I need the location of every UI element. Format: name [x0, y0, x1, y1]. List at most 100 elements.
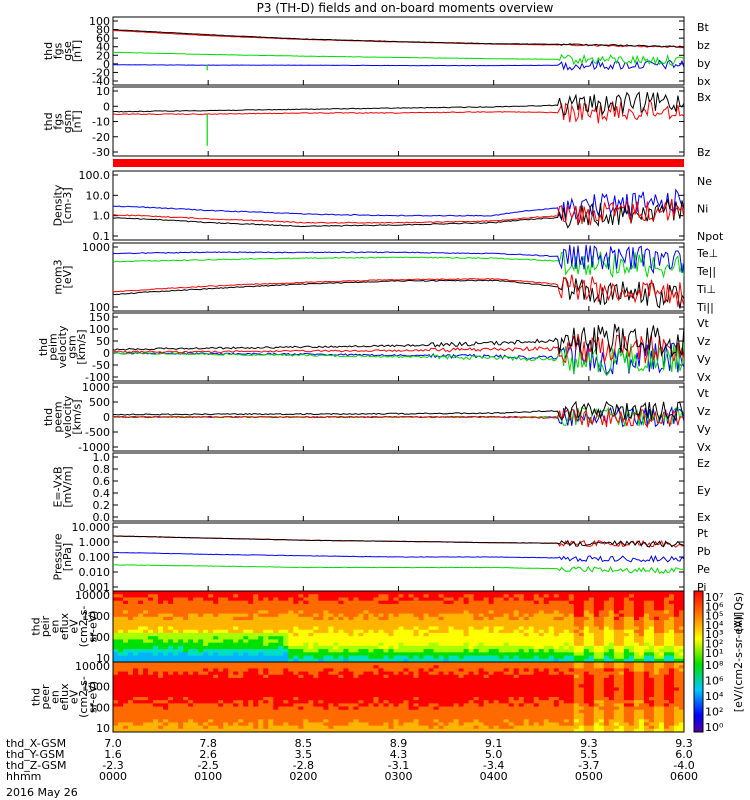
- heatmap-cell: [368, 655, 375, 660]
- heatmap-cell: [233, 607, 239, 611]
- heatmap-cell: [133, 719, 139, 724]
- heatmap-cell: [168, 623, 174, 628]
- heatmap-cell: [493, 610, 500, 615]
- heatmap-cell: [573, 716, 580, 720]
- heatmap-cell: [458, 712, 465, 717]
- heatmap-cell: [158, 719, 164, 724]
- heatmap-cell: [613, 629, 620, 634]
- heatmap-cell: [493, 652, 500, 657]
- heatmap-cell: [303, 655, 309, 660]
- heatmap-cell: [333, 613, 339, 618]
- heatmap-cell: [433, 620, 440, 624]
- heatmap-cell: [568, 706, 575, 711]
- heatmap-cell: [473, 722, 480, 727]
- heatmap-cell: [398, 620, 405, 624]
- heatmap-cell: [113, 620, 119, 624]
- heatmap-cell: [128, 616, 134, 621]
- heatmap-cell: [268, 687, 274, 692]
- heatmap-cell: [633, 600, 640, 605]
- heatmap-cell: [308, 616, 314, 621]
- heatmap-cell: [438, 687, 445, 692]
- heatmap-cell: [578, 681, 585, 685]
- heatmap-cell: [253, 649, 259, 653]
- heatmap-cell: [188, 700, 194, 704]
- heatmap-cell: [203, 674, 209, 679]
- heatmap-cell: [143, 658, 149, 662]
- heatmap-cell: [498, 677, 505, 682]
- y-tick-label: 0.4: [93, 487, 111, 500]
- heatmap-cell: [423, 662, 430, 666]
- heatmap-cell: [638, 620, 645, 624]
- heatmap-cell: [343, 681, 350, 685]
- heatmap-cell: [573, 693, 580, 698]
- heatmap-cell: [133, 639, 139, 644]
- heatmap-cell: [203, 649, 209, 653]
- heatmap-cell: [643, 594, 650, 599]
- heatmap-cell: [298, 613, 304, 618]
- heatmap-cell: [553, 681, 560, 685]
- heatmap-cell: [278, 613, 284, 618]
- heatmap-cell: [318, 706, 324, 711]
- heatmap-cell: [228, 706, 234, 711]
- heatmap-cell: [533, 603, 540, 608]
- heatmap-cell: [643, 655, 650, 660]
- heatmap-cell: [333, 728, 339, 732]
- heatmap-cell: [613, 594, 620, 599]
- heatmap-cell: [443, 591, 450, 595]
- heatmap-cell: [468, 626, 475, 631]
- heatmap-cell: [228, 607, 234, 611]
- heatmap-cell: [333, 722, 339, 727]
- heatmap-cell: [363, 665, 370, 669]
- heatmap-cell: [613, 607, 620, 611]
- heatmap-cell: [448, 684, 455, 689]
- heatmap-cell: [398, 684, 405, 689]
- heatmap-cell: [588, 728, 595, 732]
- heatmap-cell: [193, 629, 199, 634]
- heatmap-cell: [253, 687, 259, 692]
- heatmap-cell: [263, 681, 269, 685]
- heatmap-cell: [308, 697, 314, 701]
- heatmap-cell: [588, 632, 595, 637]
- heatmap-cell: [173, 719, 179, 724]
- heatmap-cell: [373, 725, 380, 730]
- heatmap-cell: [673, 610, 680, 615]
- heatmap-cell: [668, 591, 675, 595]
- heatmap-cell: [398, 594, 405, 599]
- heatmap-cell: [393, 668, 400, 673]
- heatmap-cell: [573, 600, 580, 605]
- heatmap-cell: [283, 668, 289, 673]
- heatmap-cell: [193, 649, 199, 653]
- heatmap-cell: [593, 600, 600, 605]
- heatmap-cell: [298, 700, 304, 704]
- heatmap-cell: [638, 607, 645, 611]
- heatmap-cell: [573, 626, 580, 631]
- heatmap-cell: [513, 712, 520, 717]
- heatmap-cell: [153, 655, 159, 660]
- heatmap-cell: [518, 716, 525, 720]
- heatmap-cell: [458, 607, 465, 611]
- heatmap-cell: [353, 722, 360, 727]
- heatmap-cell: [423, 591, 430, 595]
- heatmap-cell: [218, 626, 224, 631]
- heatmap-cell: [678, 642, 684, 647]
- heatmap-cell: [243, 591, 249, 595]
- heatmap-cell: [528, 636, 535, 641]
- heatmap-cell: [558, 690, 565, 695]
- heatmap-cell: [423, 636, 430, 641]
- heatmap-cell: [533, 616, 540, 621]
- heatmap-cell: [293, 706, 299, 711]
- heatmap-cell: [148, 645, 154, 650]
- heatmap-cell: [613, 600, 620, 605]
- heatmap-cell: [433, 725, 440, 730]
- heatmap-cell: [543, 690, 550, 695]
- heatmap-cell: [543, 607, 550, 611]
- heatmap-cell: [258, 687, 264, 692]
- y-tick-label: 1000: [82, 381, 110, 394]
- heatmap-cell: [548, 649, 555, 653]
- heatmap-cell: [338, 626, 344, 631]
- heatmap-cell: [273, 665, 279, 669]
- heatmap-cell: [303, 671, 309, 676]
- heatmap-cell: [518, 649, 525, 653]
- heatmap-cell: [403, 716, 410, 720]
- heatmap-cell: [163, 662, 169, 666]
